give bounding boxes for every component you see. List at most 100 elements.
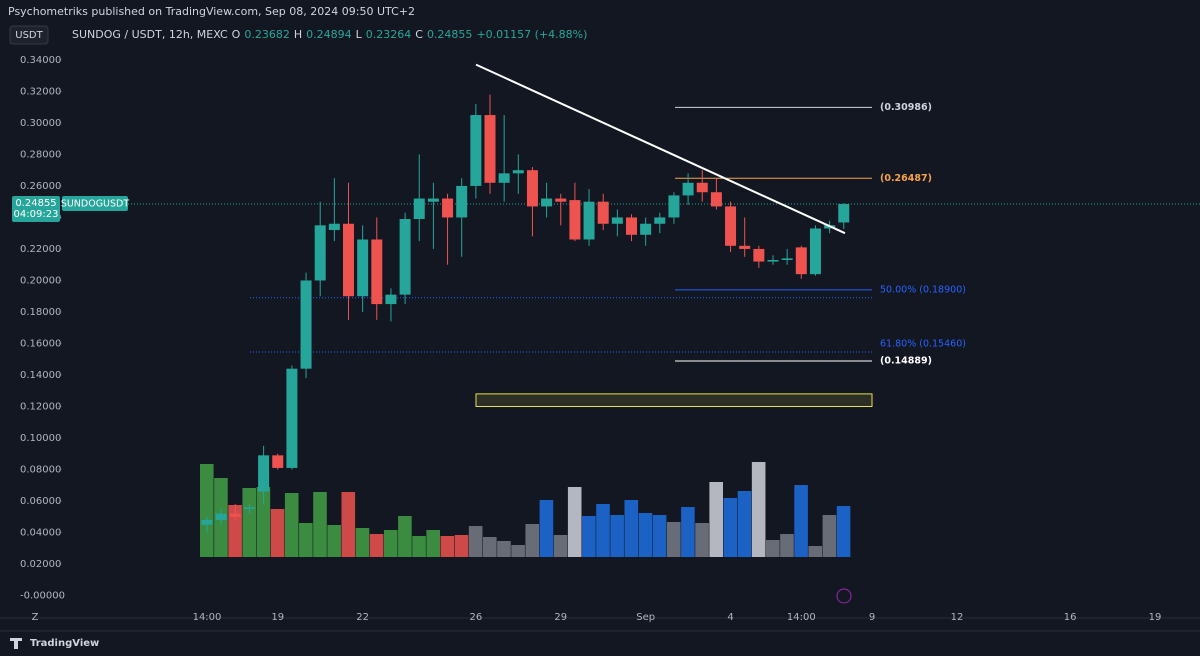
- volume-bar: [624, 500, 639, 557]
- y-tick-label: 0.16000: [20, 338, 61, 349]
- x-tick-label: 12: [951, 612, 964, 623]
- candle-body: [201, 519, 213, 525]
- volume-bar: [822, 515, 837, 557]
- y-tick-label: 0.30000: [20, 118, 61, 129]
- candle-body: [725, 206, 737, 246]
- x-tick-label: 14:00: [787, 612, 816, 623]
- x-tick-label: 19: [271, 612, 284, 623]
- candle-body: [583, 201, 595, 240]
- candle-body: [314, 225, 326, 281]
- volume-bar: [383, 530, 398, 557]
- change: +0.01157 (+4.88%): [476, 28, 587, 41]
- y-tick-label: 0.20000: [20, 275, 61, 286]
- symbol-tag-label: SUNDOGUSDT: [61, 198, 130, 209]
- volume-bar: [440, 536, 455, 557]
- volume-bar: [284, 493, 299, 557]
- candle-body: [696, 182, 708, 193]
- volume-bar: [497, 541, 511, 557]
- ohlc-key: O: [232, 28, 241, 41]
- volume-bar: [200, 464, 214, 557]
- candle-body: [258, 455, 270, 492]
- countdown: 04:09:23: [14, 209, 59, 220]
- x-tick-label: 9: [869, 612, 875, 623]
- candle-body: [442, 198, 454, 218]
- fib-label: (0.26487): [880, 173, 932, 184]
- y-tick-label: -0.00000: [20, 591, 65, 602]
- candle-body: [767, 259, 779, 262]
- candle-body: [357, 239, 369, 297]
- volume-bar: [270, 509, 285, 557]
- ohlc-key: H: [294, 28, 302, 41]
- currency-label[interactable]: USDT: [15, 30, 43, 41]
- x-tick-label: 22: [356, 612, 369, 623]
- ohlc-key: C: [415, 28, 423, 41]
- price-tag: [12, 195, 60, 222]
- candle-body: [555, 198, 567, 202]
- ohlc-value: 0.23264: [366, 28, 412, 41]
- candle-body: [626, 217, 637, 235]
- volume-bar: [766, 540, 780, 557]
- volume-bar: [751, 462, 766, 557]
- volume-bar: [228, 505, 242, 557]
- candle-body: [611, 217, 623, 224]
- candle-body: [838, 203, 850, 223]
- x-tick-label: 16: [1064, 612, 1077, 623]
- candle-body: [243, 507, 255, 509]
- timezone-button[interactable]: Z: [32, 612, 39, 623]
- legend: SUNDOG / USDT, 12h, MEXC O 0.23682 H 0.24894…: [72, 28, 587, 41]
- candle-body: [682, 182, 694, 196]
- candle-body: [526, 170, 538, 207]
- candle-body: [795, 247, 807, 275]
- candle-body: [456, 185, 468, 218]
- x-tick-label: Sep: [636, 612, 655, 623]
- candle-body: [597, 201, 609, 224]
- volume-bar: [666, 522, 681, 557]
- y-tick-label: 0.32000: [20, 86, 61, 97]
- price-tag-label: 0.24855: [15, 198, 56, 209]
- candle-body: [710, 192, 722, 207]
- candle-body: [470, 115, 482, 186]
- volume-bar: [681, 507, 695, 557]
- publisher: Psychometriks published on TradingView.c…: [8, 5, 415, 18]
- x-tick-label: 26: [469, 612, 482, 623]
- x-tick-label: 4: [727, 612, 733, 623]
- x-tick-label: 29: [554, 612, 567, 623]
- volume-bar: [582, 516, 596, 557]
- candle-body: [300, 280, 312, 369]
- candle-body: [385, 294, 397, 305]
- x-tick-label: 14:00: [193, 612, 222, 623]
- volume-bar: [836, 506, 851, 557]
- candle-body: [739, 245, 751, 249]
- y-tick-label: 0.26000: [20, 181, 61, 192]
- volume-bar: [242, 488, 257, 557]
- candle-body: [343, 223, 354, 297]
- volume-bar: [369, 534, 384, 557]
- volume-bar: [256, 487, 271, 557]
- y-tick-label: 0.28000: [20, 149, 61, 160]
- volume-bar: [511, 545, 525, 557]
- volume-bar: [426, 530, 440, 557]
- logo-icon: [10, 638, 22, 649]
- ohlc-value: 0.24855: [427, 28, 473, 41]
- volume-bar: [299, 523, 313, 557]
- candle-body: [512, 170, 524, 174]
- y-tick-label: 0.34000: [20, 55, 61, 66]
- candle-body: [328, 223, 340, 231]
- volume-bar: [341, 492, 356, 557]
- volume-bar: [412, 536, 426, 557]
- volume-bar: [525, 524, 540, 557]
- currency-button[interactable]: [9, 25, 49, 45]
- symbol: SUNDOG / USDT, 12h, MEXC: [72, 28, 228, 41]
- y-tick-label: 0.14000: [20, 370, 61, 381]
- y-tick-label: 0.04000: [20, 528, 61, 539]
- volume-bar: [610, 515, 624, 557]
- y-tick-label: 0.12000: [20, 401, 61, 412]
- candle-body: [809, 228, 821, 275]
- candle-body: [498, 173, 510, 183]
- y-tick-label: 0.10000: [20, 433, 61, 444]
- trendline: [475, 63, 846, 235]
- candle-body: [286, 368, 298, 468]
- alert-icon[interactable]: [836, 588, 852, 604]
